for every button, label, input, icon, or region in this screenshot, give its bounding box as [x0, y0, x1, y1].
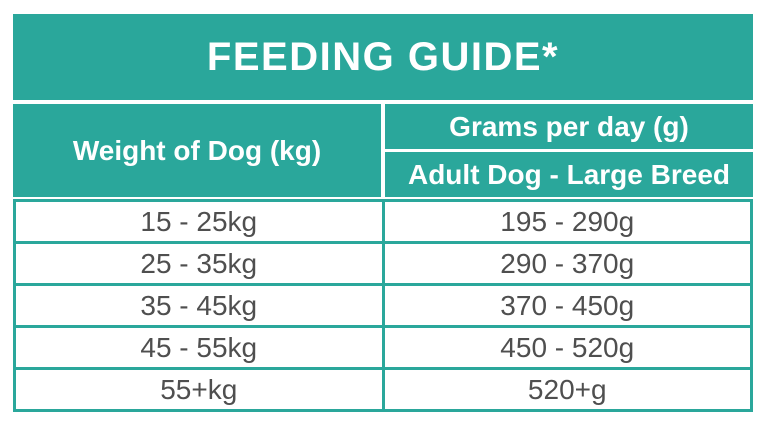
grams-cell: 195 - 290g [384, 202, 750, 241]
table-header: Weight of Dog (kg) Grams per day (g) Adu… [13, 104, 753, 197]
feeding-guide-table: FEEDING GUIDE* Weight of Dog (kg) Grams … [13, 14, 753, 412]
grams-cell: 520+g [384, 370, 750, 409]
feeding-guide-title: FEEDING GUIDE* [13, 14, 753, 100]
weight-cell: 25 - 35kg [16, 244, 382, 283]
divider [13, 100, 753, 104]
weight-cell: 45 - 55kg [16, 328, 382, 367]
grams-cell: 290 - 370g [384, 244, 750, 283]
column-subheader-breed: Adult Dog - Large Breed [385, 152, 753, 197]
table-body: 15 - 25kg 195 - 290g 25 - 35kg 290 - 370… [13, 199, 753, 412]
grams-cell: 450 - 520g [384, 328, 750, 367]
grams-cell: 370 - 450g [384, 286, 750, 325]
divider [13, 197, 753, 199]
weight-cell: 55+kg [16, 370, 382, 409]
column-header-weight: Weight of Dog (kg) [13, 104, 381, 197]
column-header-grams: Grams per day (g) [385, 104, 753, 149]
weight-cell: 15 - 25kg [16, 202, 382, 241]
column-header-grams-group: Grams per day (g) Adult Dog - Large Bree… [385, 104, 753, 197]
weight-cell: 35 - 45kg [16, 286, 382, 325]
